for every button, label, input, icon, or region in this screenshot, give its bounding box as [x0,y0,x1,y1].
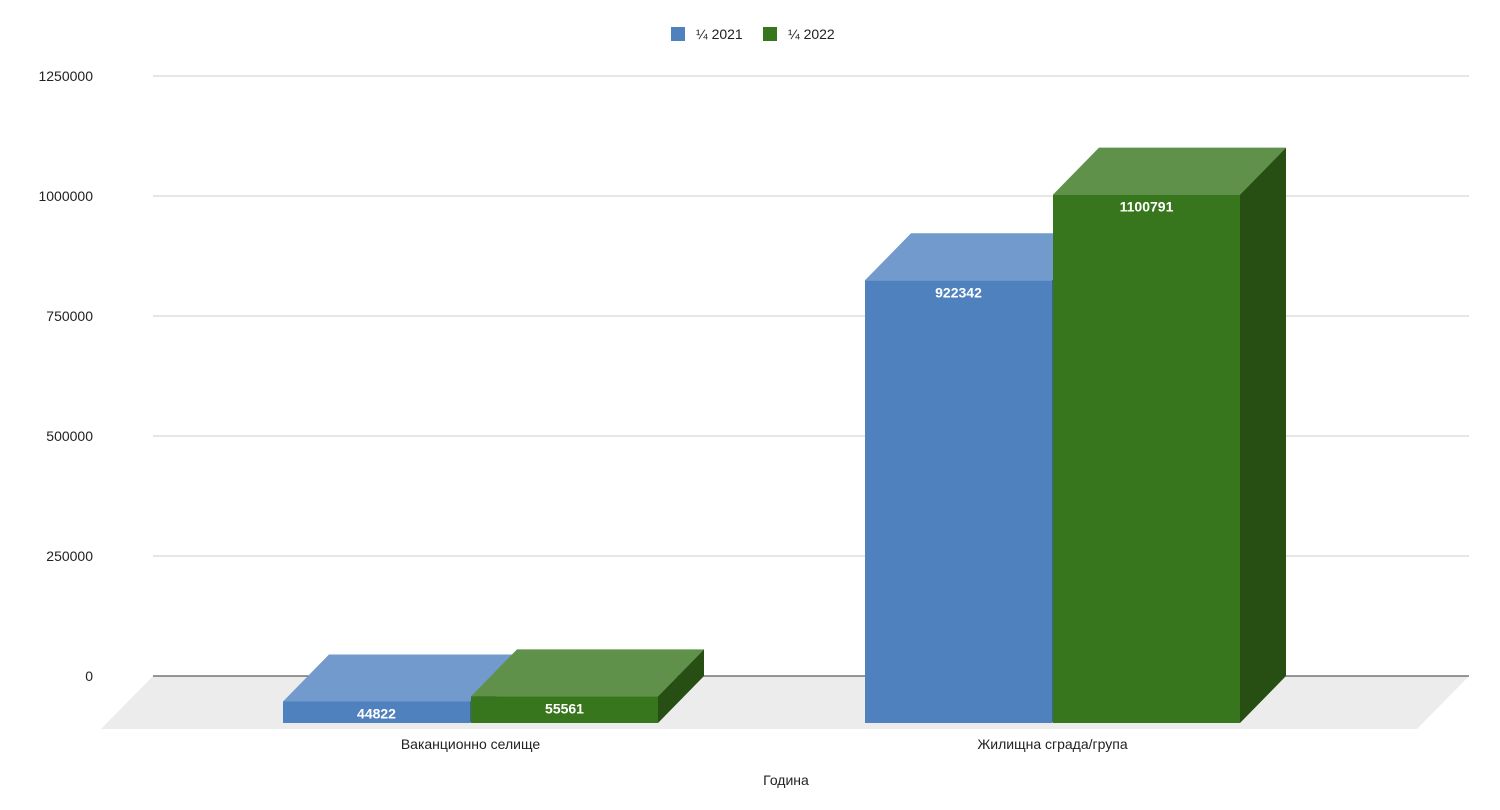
bar[interactable] [283,701,470,723]
bar-side [1240,147,1286,724]
bar-top [283,654,516,702]
y-tick-label: 500000 [46,428,93,444]
data-label: 1100791 [1120,199,1174,215]
data-label: 44822 [357,705,396,721]
legend[interactable]: ¼ 2021 ¼ 2022 [671,26,835,42]
legend-swatch [671,27,685,41]
data-labels: 44822 55561 922342 1100791 [357,199,1174,722]
bar-group[interactable] [1053,147,1286,724]
y-axis-ticks: 0 250000 500000 750000 1000000 1250000 [38,68,93,684]
x-category-label: Жилищна сграда/група [977,736,1128,752]
bar[interactable] [1053,194,1240,724]
bar-side [658,649,704,723]
x-axis-title: Година [763,772,809,788]
legend-label: ¼ 2022 [788,26,835,42]
bars [283,147,1286,724]
y-tick-label: 0 [85,668,93,684]
y-tick-label: 250000 [46,548,93,564]
bar-top [1053,147,1286,195]
bar-group[interactable] [471,649,704,723]
bar-top [471,649,704,697]
y-tick-label: 1250000 [38,68,93,84]
bar[interactable] [865,280,1052,723]
legend-item[interactable]: ¼ 2022 [763,26,835,42]
legend-item[interactable]: ¼ 2021 [671,26,743,42]
y-tick-label: 1000000 [38,188,93,204]
legend-label: ¼ 2021 [696,26,743,42]
data-label: 922342 [935,284,982,300]
bar[interactable] [471,696,658,723]
data-label: 55561 [545,700,584,716]
bar-top [865,233,1098,281]
legend-swatch [763,27,777,41]
x-category-label: Ваканционно селище [401,736,541,752]
x-axis-categories: Ваканционно селище Жилищна сграда/група [401,736,1128,752]
y-tick-label: 750000 [46,308,93,324]
